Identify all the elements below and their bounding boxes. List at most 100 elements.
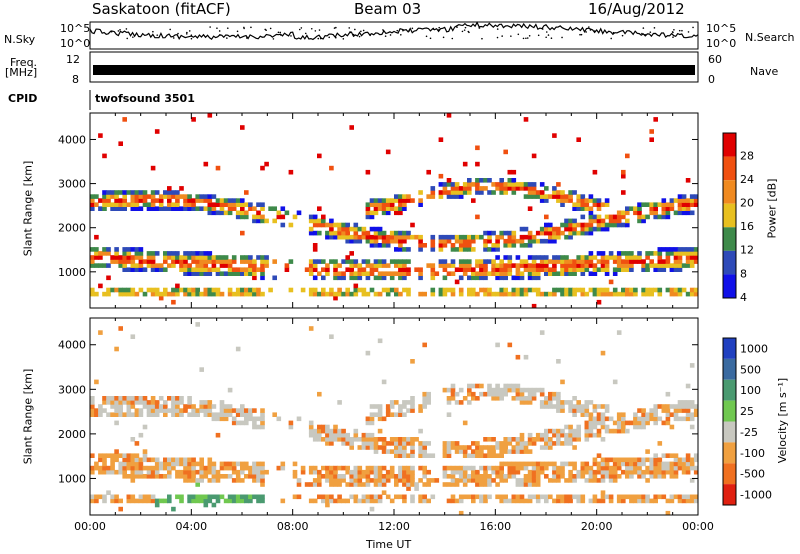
data-cell (560, 404, 565, 409)
data-cell (183, 465, 188, 471)
nsearch-point (641, 32, 643, 35)
data-cell (146, 469, 152, 475)
data-cell (227, 206, 233, 211)
data-cell (608, 428, 614, 434)
data-cell (406, 474, 411, 479)
data-cell (106, 287, 111, 293)
data-cell (629, 474, 634, 479)
data-cell (637, 424, 642, 430)
data-cell (499, 445, 504, 450)
data-cell (649, 461, 654, 467)
data-cell (154, 251, 160, 256)
x-tick-label: 12:00 (378, 520, 410, 533)
nsearch-point (290, 35, 292, 37)
data-cell (673, 461, 679, 467)
data-cell (183, 263, 188, 268)
data-cell (94, 494, 99, 500)
data-cell (163, 259, 168, 264)
data-cell (345, 482, 350, 487)
data-cell (507, 255, 513, 260)
data-cell (446, 474, 452, 479)
data-cell (252, 474, 257, 479)
data-cell (260, 416, 265, 422)
data-cell (341, 437, 346, 442)
data-cell (580, 498, 586, 504)
data-cell (475, 383, 480, 389)
data-cell (600, 222, 606, 228)
data-cell (345, 267, 350, 272)
data-cell (592, 478, 598, 483)
data-cell (154, 502, 160, 508)
data-cell (681, 194, 687, 199)
data-cell (462, 445, 468, 450)
data-cell (187, 412, 192, 417)
data-cell (519, 287, 525, 293)
x-tick-label: 00:00 (74, 520, 106, 533)
data-cell (373, 494, 379, 500)
data-cell (183, 478, 188, 483)
data-cell (556, 190, 561, 195)
data-cell (499, 449, 504, 454)
data-cell (621, 494, 626, 500)
data-cell (377, 465, 383, 471)
data-cell (673, 263, 679, 268)
data-cell (146, 263, 152, 268)
data-cell (503, 291, 508, 297)
data-cell (171, 404, 176, 409)
data-cell (154, 465, 160, 471)
data-cell (600, 404, 606, 409)
data-cell (552, 391, 557, 397)
data-cell (377, 437, 383, 442)
data-cell (552, 226, 557, 232)
data-cell (689, 404, 695, 409)
data-cell (118, 412, 123, 417)
data-cell (564, 259, 569, 264)
data-cell (475, 259, 480, 264)
data-cell (357, 474, 363, 479)
data-cell (110, 255, 115, 260)
data-cell (398, 474, 403, 479)
data-cell (612, 474, 618, 479)
data-cell (353, 437, 359, 442)
data-cell (248, 465, 253, 471)
data-cell (154, 190, 160, 195)
data-cell (677, 202, 683, 207)
data-cell (693, 412, 699, 417)
data-cell (556, 198, 561, 203)
data-cell (90, 404, 95, 409)
data-cell (341, 474, 346, 479)
data-cell (235, 498, 241, 504)
data-cell (495, 469, 500, 475)
data-cell (406, 486, 411, 491)
data-cell (398, 271, 403, 276)
data-cell (207, 412, 213, 417)
data-cell (373, 465, 379, 471)
data-cell (576, 287, 581, 293)
data-cell (511, 449, 517, 454)
data-cell (616, 291, 622, 297)
data-cell (669, 198, 675, 203)
data-cell (163, 251, 168, 256)
data-cell (604, 263, 610, 268)
data-cell (325, 222, 330, 228)
data-cell (527, 482, 533, 487)
data-cell (430, 287, 436, 293)
data-cell (227, 387, 233, 393)
nsky-tick-top: 10^5 (60, 22, 91, 35)
data-cell (503, 263, 508, 268)
data-cell (211, 206, 217, 211)
data-cell (146, 255, 152, 260)
data-cell (361, 291, 367, 297)
data-cell (637, 416, 642, 422)
data-cell (130, 259, 136, 264)
data-cell (199, 259, 204, 264)
data-cell (142, 498, 148, 504)
data-cell (345, 465, 350, 471)
data-cell (394, 210, 399, 216)
data-cell (515, 291, 521, 297)
data-cell (479, 449, 484, 454)
data-cell (248, 408, 253, 413)
data-cell (122, 457, 127, 463)
data-cell (507, 271, 513, 276)
data-cell (491, 190, 496, 195)
